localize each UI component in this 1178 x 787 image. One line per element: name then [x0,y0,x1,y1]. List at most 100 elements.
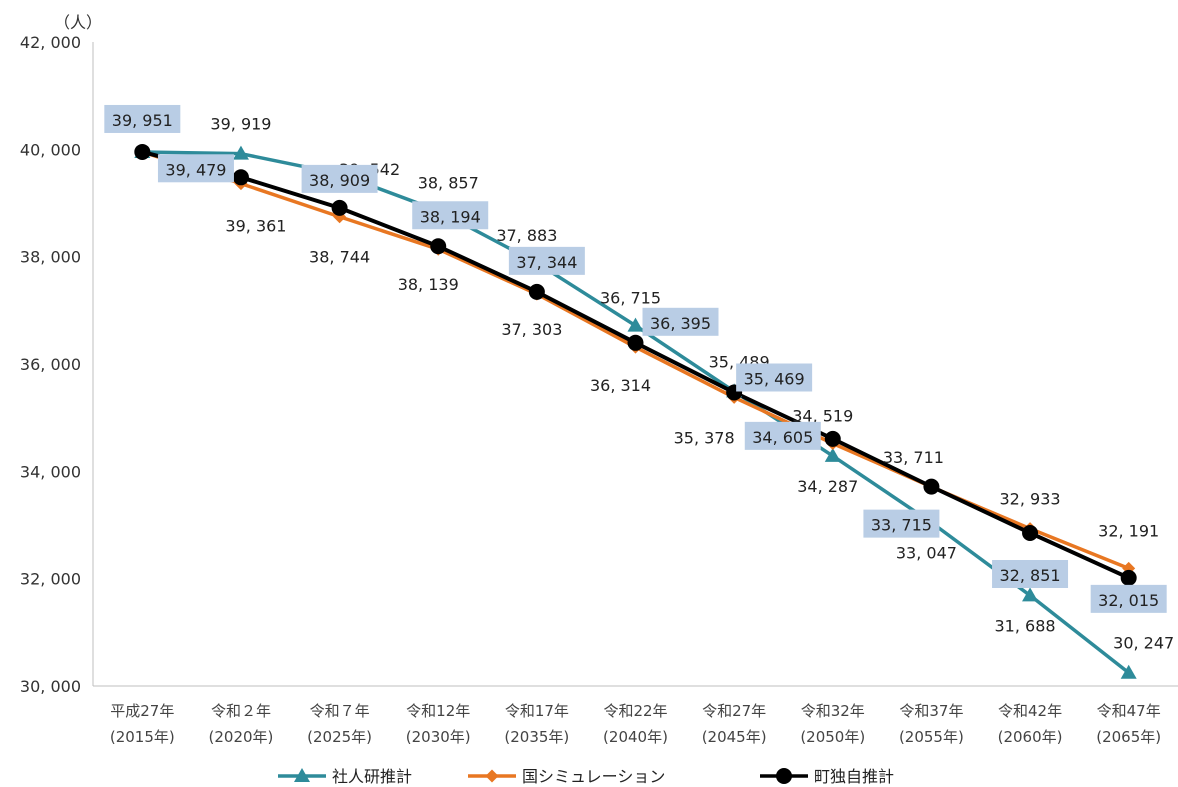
label-box [301,164,378,193]
x-tick-label: 令和32年 [801,702,865,720]
x-tick-sublabel: (2040年) [603,728,668,746]
data-label-ipss: 33, 047 [896,543,957,562]
x-tick-sublabel: (2065年) [1096,728,1161,746]
series-lines [141,150,1130,675]
axes [92,42,1178,687]
data-label-ipss: 37, 883 [496,226,557,245]
legend-label-town: 町独自推計 [814,767,894,786]
data-label-town: 36, 395 [650,314,711,333]
label-box [992,559,1069,588]
x-tick-sublabel: (2015年) [110,728,175,746]
label-box [736,363,813,392]
marker-town [1120,569,1137,586]
data-label-town: 33, 715 [871,516,932,535]
label-box [412,201,489,230]
label-box [744,421,821,450]
x-tick-sublabel: (2025年) [307,728,372,746]
data-label-ipss: 34, 287 [797,477,858,496]
marker-town [430,238,447,255]
data-label-town: 34, 605 [752,428,813,447]
x-tick-label: 令和７年 [310,702,370,720]
legend-label-national-sim: 国シミュレーション [522,767,665,786]
data-label-national-sim: 34, 519 [792,406,853,425]
x-tick-label: 令和47年 [1097,702,1161,720]
label-box [508,246,585,275]
data-label-ipss: 30, 247 [1113,634,1174,653]
data-label-town: 39, 479 [165,160,226,179]
x-tick-label: 平成27年 [110,702,174,720]
data-label-town: 32, 015 [1098,591,1159,610]
y-tick-label: 30, 000 [20,677,81,696]
marker-town [528,283,545,300]
data-label-town: 32, 851 [1000,566,1061,585]
legend-marker-national-sim [485,769,499,783]
marker-ipss [824,447,841,462]
data-label-national-sim: 37, 303 [501,320,562,339]
legend-marker-town [776,768,792,784]
marker-ipss [232,145,249,160]
x-tick-sublabel: (2020年) [209,728,274,746]
data-label-ipss: 31, 688 [995,616,1056,635]
y-axis-ticks: 30, 000 32, 000 34, 000 36, 000 38, 000 40, 0… [20,33,81,696]
y-axis-unit-label: （人） [54,13,102,32]
series-line-national-sim [141,150,1130,571]
legend: 社人研推計 国シミュレーション 町独自推計 [278,767,894,786]
label-box [104,104,181,133]
label-box [1090,584,1167,613]
data-label-national-sim: 32, 933 [1000,490,1061,509]
data-label-town: 35, 469 [744,369,805,388]
marker-town [232,169,249,186]
y-tick-label: 34, 000 [20,462,81,481]
marker-ipss [627,317,644,332]
x-tick-sublabel: (2055年) [899,728,964,746]
x-tick-label: 令和17年 [505,702,569,720]
x-tick-label: 令和27年 [702,702,766,720]
data-label-town: 38, 909 [309,171,370,190]
y-tick-label: 36, 000 [20,355,81,374]
data-label-town: 39, 951 [112,111,173,130]
y-tick-label: 32, 000 [20,570,81,589]
x-axis-ticks: 平成27年 (2015年) 令和２年 (2020年) 令和７年 (2025年) 令和12年 (… [110,702,1161,746]
marker-town [1022,524,1039,541]
data-label-national-sim: 35, 378 [674,428,735,447]
marker-town [331,199,348,216]
legend-marker-ipss [294,768,310,782]
y-tick-label: 42, 000 [20,33,81,52]
data-label-town: 37, 344 [516,253,577,272]
y-tick-label: 38, 000 [20,248,81,267]
marker-town [134,143,151,160]
data-label-town: 38, 194 [420,207,481,226]
label-box [863,509,940,538]
label-box [642,307,719,336]
data-label-national-sim: 32, 191 [1098,521,1159,540]
marker-ipss [1120,664,1137,679]
data-label-ipss: 39, 919 [210,115,271,134]
x-tick-sublabel: (2035年) [504,728,569,746]
marker-town [627,334,644,351]
series-line-town [141,150,1130,580]
x-tick-sublabel: (2060年) [998,728,1063,746]
data-label-national-sim: 38, 139 [398,275,459,294]
x-tick-label: 令和22年 [603,702,667,720]
x-tick-sublabel: (2045年) [702,728,767,746]
data-label-national-sim: 36, 314 [590,376,651,395]
legend-label-ipss: 社人研推計 [332,767,412,786]
marker-town [824,430,841,447]
series-line-ipss [142,150,1130,675]
x-tick-label: 令和42年 [998,702,1062,720]
x-tick-sublabel: (2030年) [406,728,471,746]
x-tick-label: 令和37年 [899,702,963,720]
data-label-national-sim: 33, 711 [883,448,944,467]
y-tick-label: 40, 000 [20,140,81,159]
label-box [157,154,234,183]
data-label-ipss: 38, 857 [418,174,479,193]
x-tick-label: 令和２年 [211,702,271,720]
marker-town [923,478,940,495]
x-tick-sublabel: (2050年) [800,728,865,746]
data-label-national-sim: 39, 361 [225,217,286,236]
data-label-national-sim: 38, 744 [309,248,370,267]
marker-ipss [1022,587,1039,602]
data-label-ipss: 36, 715 [600,289,661,308]
